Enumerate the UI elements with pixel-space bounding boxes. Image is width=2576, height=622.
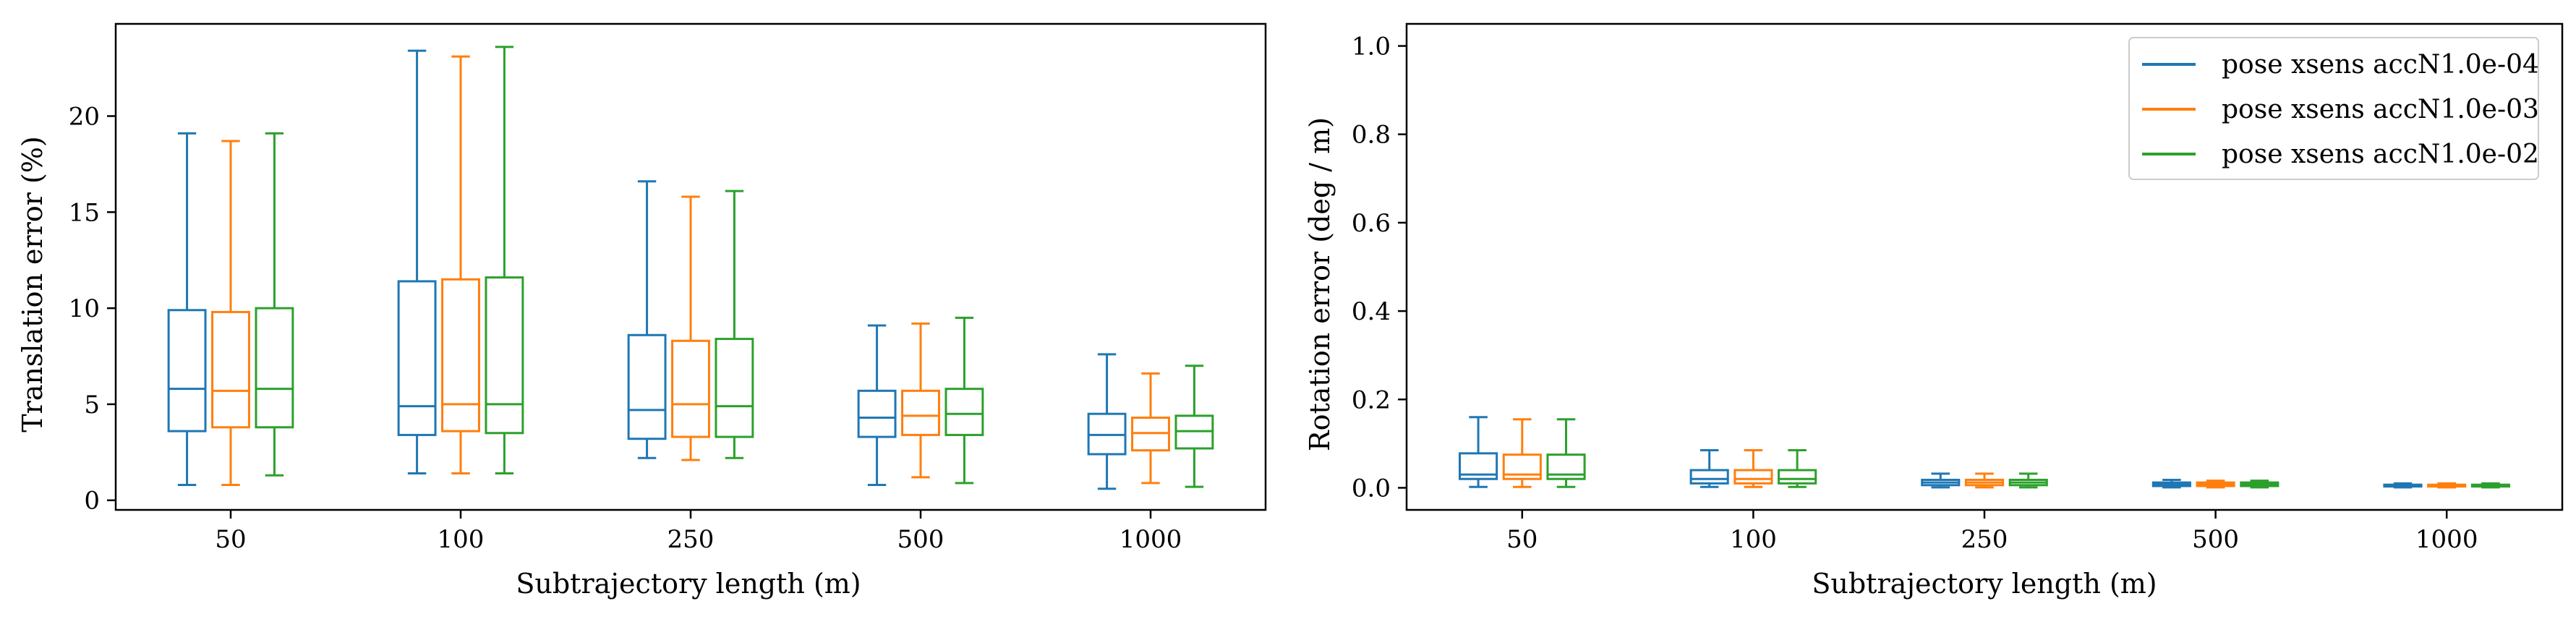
translation-x-axis-label: Subtrajectory length (m): [516, 568, 861, 600]
box-0-2-50: [255, 132, 294, 477]
box-body: [1546, 453, 1586, 480]
translation-y-ticks: 0 5 10 15 20: [69, 102, 116, 516]
box-body: [944, 388, 984, 436]
box-1-2-500: [2240, 480, 2279, 489]
box-1-1-1000: [2427, 482, 2467, 489]
y-tick-label: 1.0: [1352, 33, 1391, 61]
box-body: [211, 310, 250, 429]
legend-label-accN1e-04: pose xsens accN1.0e-04: [2222, 50, 2539, 80]
x-tick-label: 250: [668, 525, 715, 554]
box-1-1-50: [1502, 418, 1542, 488]
y-tick-label: 0: [84, 487, 100, 516]
y-tick-label: 10: [69, 294, 100, 323]
box-0-2-100: [485, 46, 524, 475]
box-0-1-250: [671, 195, 710, 461]
x-tick-label: 500: [897, 525, 944, 554]
box-0-2-250: [715, 189, 754, 459]
x-tick-label: 100: [438, 525, 485, 554]
box-1-1-250: [1964, 472, 2005, 489]
x-tick-label: 100: [1730, 525, 1777, 554]
x-tick-label: 250: [1961, 525, 2008, 554]
box-body: [857, 389, 897, 438]
box-1-1-500: [2196, 480, 2235, 489]
box-body: [1733, 469, 1773, 485]
box-0-1-50: [211, 140, 250, 486]
box-body: [901, 389, 940, 436]
translation-x-ticks: 50 100 250 500 1000: [215, 510, 1182, 554]
y-tick-label: 20: [69, 102, 100, 131]
box-0-0-100: [397, 49, 437, 475]
x-tick-label: 500: [2192, 525, 2239, 554]
box-body: [671, 339, 710, 438]
box-1-2-100: [1778, 449, 1817, 488]
box-body: [167, 309, 207, 433]
box-0-0-250: [627, 180, 667, 459]
rotation-error-panel: 50 100 250 500 1000 0.0 0.2 0.4 0.6 0.8 1.0 Subtr…: [1304, 22, 2564, 600]
rotation-x-ticks: 50 100 250 500 1000: [1506, 510, 2478, 554]
rotation-y-ticks: 0.0 0.2 0.4 0.6 0.8 1.0: [1352, 33, 1407, 503]
box-0-0-1000: [1087, 353, 1127, 490]
box-0-1-500: [901, 322, 940, 479]
legend-label-accN1e-02: pose xsens accN1.0e-02: [2222, 140, 2539, 169]
box-0-2-1000: [1174, 365, 1214, 488]
box-1-0-50: [1459, 416, 1498, 488]
box-1-0-500: [2151, 478, 2191, 489]
x-tick-label: 50: [215, 525, 246, 554]
rotation-boxplots: [1459, 416, 2510, 489]
box-0-1-100: [441, 55, 480, 475]
translation-y-axis-label: Translation error (%): [17, 136, 48, 433]
box-0-2-500: [944, 316, 984, 485]
translation-boxplots: [167, 46, 1214, 490]
y-tick-label: 0.0: [1352, 474, 1391, 503]
box-body: [485, 276, 524, 435]
x-tick-label: 50: [1506, 525, 1538, 554]
x-tick-label: 1000: [1119, 525, 1182, 554]
box-body: [715, 338, 754, 438]
box-1-0-100: [1689, 449, 1729, 488]
translation-error-panel: 50 100 250 500 1000 0 5 10 15 20 Subtrajectory l…: [17, 22, 1267, 600]
legend-label-accN1e-03: pose xsens accN1.0e-03: [2222, 95, 2539, 124]
x-tick-label: 1000: [2415, 525, 2478, 554]
rotation-x-axis-label: Subtrajectory length (m): [1812, 568, 2157, 600]
box-0-1-1000: [1131, 372, 1170, 485]
box-0-0-50: [167, 132, 207, 486]
y-tick-label: 0.6: [1352, 209, 1391, 238]
box-body: [1502, 453, 1542, 480]
box-1-0-250: [1921, 472, 1961, 489]
box-1-0-1000: [2383, 482, 2423, 489]
box-1-2-50: [1546, 418, 1586, 488]
rotation-y-axis-label: Rotation error (deg / m): [1304, 117, 1336, 451]
y-tick-label: 0.4: [1352, 297, 1391, 326]
legend: pose xsens accN1.0e-04 pose xsens accN1.…: [2128, 37, 2539, 180]
box-body: [1459, 452, 1498, 480]
box-body: [441, 278, 480, 433]
box-body: [1689, 469, 1729, 485]
box-1-2-250: [2008, 472, 2048, 489]
box-body: [255, 307, 294, 429]
box-1-1-100: [1733, 449, 1773, 488]
box-1-2-1000: [2470, 482, 2510, 489]
y-tick-label: 0.2: [1352, 385, 1391, 414]
legend-box: [2128, 37, 2539, 180]
y-tick-label: 5: [84, 391, 100, 419]
box-body: [627, 333, 667, 440]
box-body: [1778, 469, 1817, 485]
y-tick-label: 15: [69, 198, 100, 227]
y-tick-label: 0.8: [1352, 121, 1391, 150]
box-0-0-500: [857, 324, 897, 486]
box-body: [397, 280, 437, 436]
